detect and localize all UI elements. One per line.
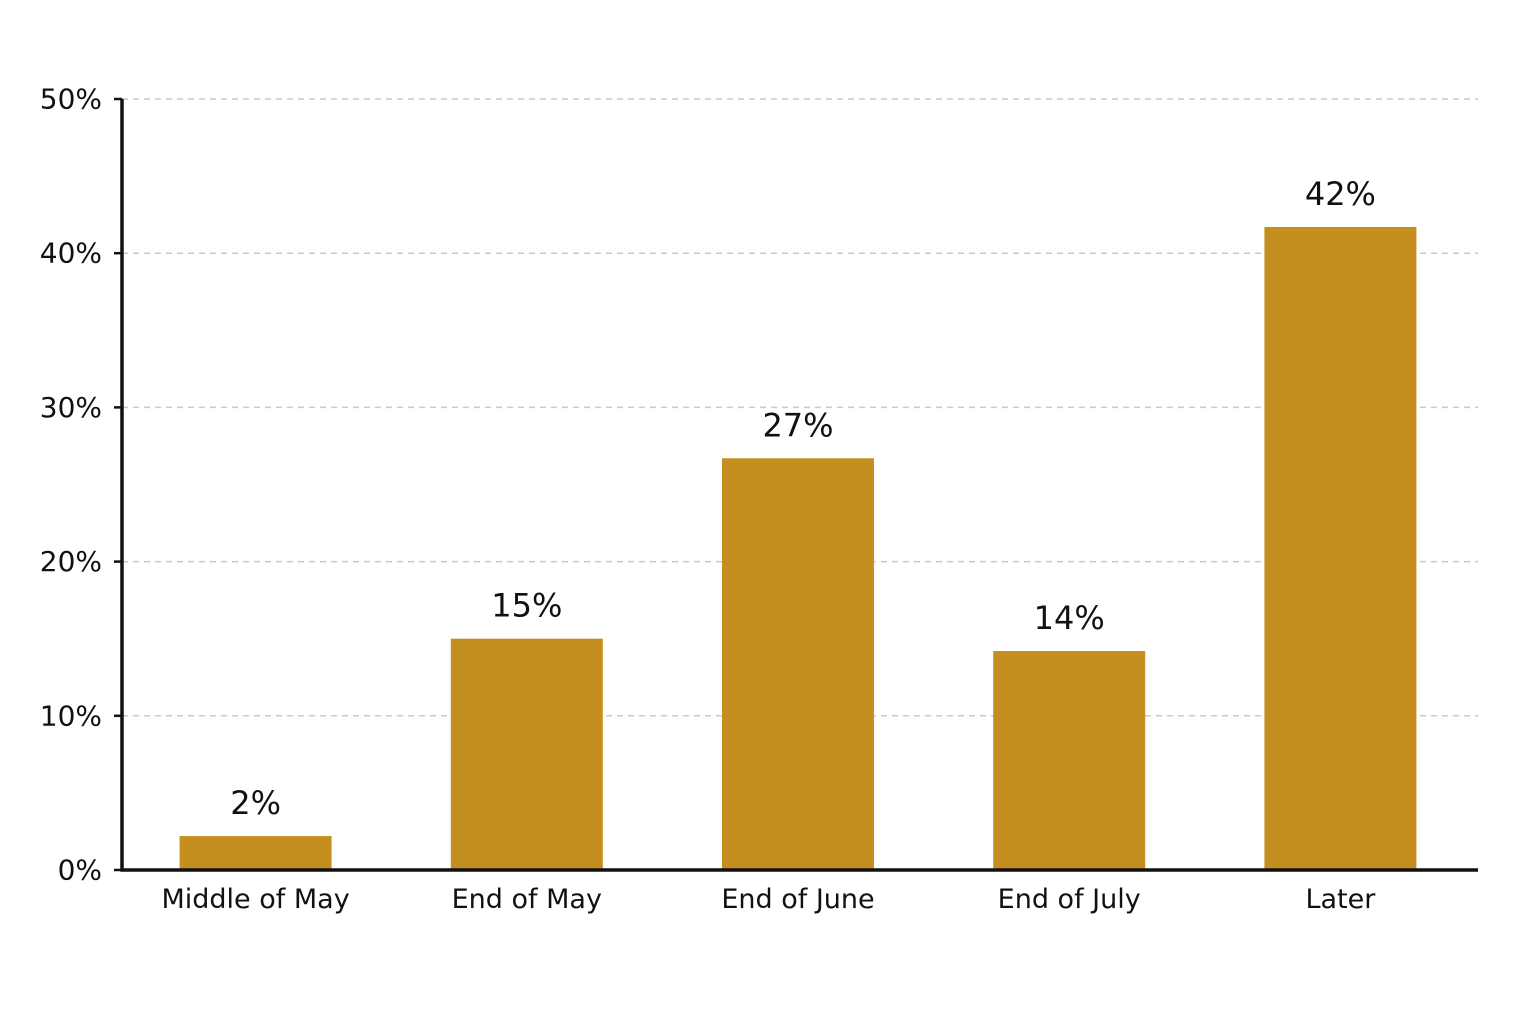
y-tick-label: 0% <box>58 854 102 887</box>
bar-middle-of-may <box>179 836 332 870</box>
bar-end-of-july <box>993 651 1146 870</box>
bar-end-of-may <box>450 638 603 870</box>
bar-layer <box>179 226 1417 871</box>
data-label: 42% <box>1305 175 1376 213</box>
bar-end-of-june <box>722 458 874 870</box>
data-label: 14% <box>1034 599 1105 637</box>
y-tick-label: 30% <box>40 391 102 424</box>
data-label: 27% <box>762 406 833 444</box>
x-tick-label: Later <box>1305 884 1376 915</box>
y-tick-label: 50% <box>40 83 102 116</box>
data-label: 15% <box>491 587 562 625</box>
y-tick-label: 40% <box>40 237 102 270</box>
y-tick-label: 20% <box>40 545 102 578</box>
label-layer: 0% 10% 20% 30% 40% 50% 2% Middle of May 15% End o… <box>40 83 1376 916</box>
bar-later <box>1264 226 1417 871</box>
data-label: 2% <box>230 784 281 822</box>
x-tick-label: End of May <box>452 884 602 915</box>
x-tick-label: End of July <box>998 884 1141 915</box>
grid-layer <box>122 98 1478 717</box>
x-tick-label: Middle of May <box>161 884 349 915</box>
axis-layer <box>114 97 1478 872</box>
y-tick-label: 10% <box>40 699 102 732</box>
x-tick-label: End of June <box>721 884 874 915</box>
